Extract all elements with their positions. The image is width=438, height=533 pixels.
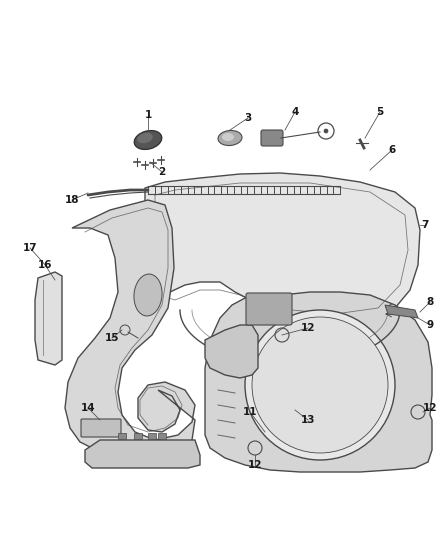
Text: 18: 18 — [65, 195, 79, 205]
Circle shape — [324, 129, 328, 133]
Polygon shape — [35, 272, 62, 365]
Text: 2: 2 — [159, 167, 166, 177]
Text: 1: 1 — [145, 110, 152, 120]
Ellipse shape — [137, 133, 153, 143]
Text: 6: 6 — [389, 145, 396, 155]
FancyBboxPatch shape — [118, 433, 126, 439]
Text: 12: 12 — [248, 460, 262, 470]
FancyBboxPatch shape — [134, 433, 142, 439]
FancyBboxPatch shape — [246, 293, 292, 325]
Ellipse shape — [218, 131, 242, 146]
Text: 3: 3 — [244, 113, 251, 123]
FancyBboxPatch shape — [158, 433, 166, 439]
Circle shape — [245, 310, 395, 460]
Text: 5: 5 — [376, 107, 384, 117]
FancyBboxPatch shape — [148, 433, 156, 439]
Polygon shape — [65, 200, 195, 455]
Text: 11: 11 — [243, 407, 257, 417]
Text: 16: 16 — [38, 260, 52, 270]
Text: 17: 17 — [23, 243, 37, 253]
Text: 4: 4 — [291, 107, 299, 117]
Polygon shape — [205, 292, 432, 472]
Polygon shape — [85, 440, 200, 468]
Circle shape — [252, 317, 388, 453]
Text: 12: 12 — [423, 403, 437, 413]
Text: 13: 13 — [301, 415, 315, 425]
FancyBboxPatch shape — [261, 130, 283, 146]
Text: 9: 9 — [427, 320, 434, 330]
Polygon shape — [205, 325, 258, 378]
Text: 14: 14 — [81, 403, 95, 413]
FancyBboxPatch shape — [81, 419, 121, 437]
Text: 15: 15 — [105, 333, 119, 343]
Polygon shape — [385, 305, 418, 318]
Ellipse shape — [222, 133, 234, 141]
Text: 8: 8 — [426, 297, 434, 307]
Ellipse shape — [134, 131, 162, 149]
Text: 12: 12 — [301, 323, 315, 333]
Ellipse shape — [134, 274, 162, 316]
Polygon shape — [145, 173, 420, 322]
Text: 7: 7 — [421, 220, 429, 230]
